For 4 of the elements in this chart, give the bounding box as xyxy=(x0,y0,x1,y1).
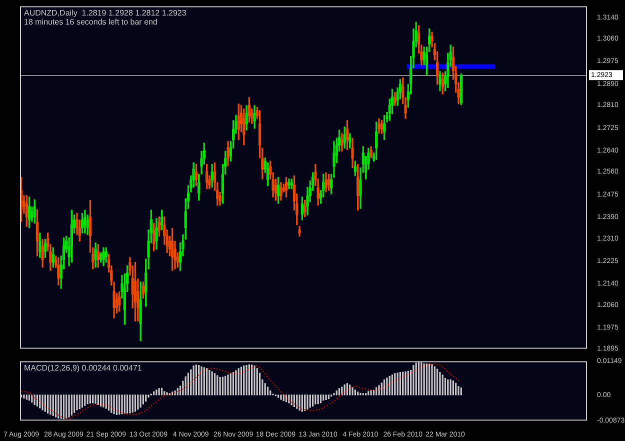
text: 18 minutes 16 seconds left to bar end xyxy=(24,17,158,26)
chart-title: AUDNZD,Daily 1.2819 1.2928 1.2812 1.2923 xyxy=(24,8,187,18)
chart-title: MACD(12,26,9) 0.00244 0.00471 xyxy=(24,363,142,372)
line-series xyxy=(20,363,462,419)
